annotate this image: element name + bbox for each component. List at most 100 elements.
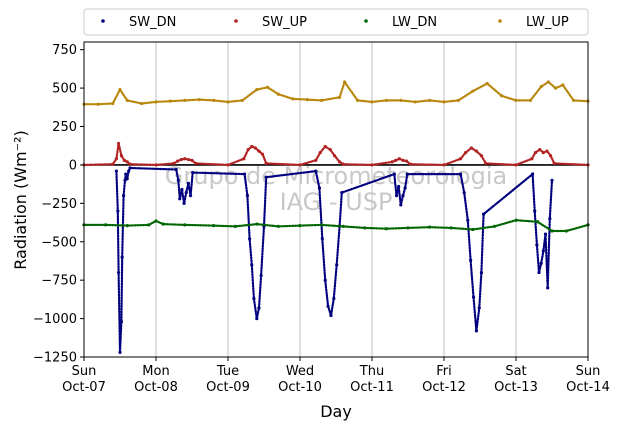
x-tick-date: Oct-14 [566,380,610,395]
data-point [474,329,478,333]
data-point [514,218,518,222]
data-point [329,313,333,318]
data-point [245,194,250,198]
data-point [253,146,257,150]
data-point [305,98,309,102]
data-point [343,80,347,84]
x-axis: SunOct-07MonOct-08TueOct-09WedOct-10ThuO… [62,357,610,395]
data-point [370,163,374,167]
data-point [212,98,216,102]
data-point [477,306,481,310]
data-point [399,98,403,102]
data-point [260,152,265,156]
data-point [116,141,121,146]
data-point [186,157,190,162]
data-point [332,154,337,158]
data-point [399,203,403,207]
data-point [252,297,256,301]
data-point [176,159,180,163]
data-point [530,172,535,176]
data-point [466,218,470,222]
data-point [474,149,478,153]
data-point [124,172,128,176]
x-tick-date: Oct-09 [206,380,250,395]
data-point [176,178,180,182]
data-point [539,261,543,265]
grid-layer [155,42,517,357]
data-point [180,187,184,192]
y-tick-label: −750 [41,274,77,289]
data-point [119,320,124,324]
data-point [535,243,539,247]
data-point [323,278,327,282]
data-point [390,160,394,164]
data-point [406,226,410,230]
data-point [550,229,554,233]
series-lw-up [82,79,590,106]
x-tick-label: Sat [505,364,526,379]
data-point [392,172,396,176]
data-point [552,161,556,165]
data-point [341,224,345,228]
data-point [154,163,158,167]
data-point [314,158,318,162]
data-point [255,316,259,321]
data-point [548,154,553,158]
legend-item-sw-up: SW_UP [234,15,307,30]
data-point [183,157,187,161]
data-point [298,163,302,167]
data-point [197,98,201,102]
data-point [539,84,543,89]
data-point [485,81,489,86]
data-point [550,178,554,182]
data-point [541,249,545,253]
data-point [479,270,484,275]
watermark-line-2: IAG - USP [280,188,393,216]
data-point [413,100,417,104]
data-point [537,270,541,275]
legend-label: SW_UP [262,15,307,30]
data-point [128,166,132,170]
data-point [119,154,124,158]
data-point [125,98,129,102]
data-point [323,144,327,149]
y-tick-label: 0 [69,158,77,173]
data-point [338,95,342,99]
data-point [471,89,475,93]
x-tick-date: Oct-11 [350,380,394,395]
x-tick-date: Oct-07 [62,380,106,395]
data-point [428,225,432,229]
data-point [183,98,187,102]
legend-label: LW_UP [526,15,569,30]
data-point [530,157,534,161]
data-point [462,190,466,195]
data-point [320,223,324,227]
data-point [257,306,261,310]
y-tick-label: −500 [41,235,77,250]
data-point [226,163,230,167]
series-sw-up [82,141,590,167]
data-point [125,160,129,164]
watermark-line-1: Grupo de Micrometeorologia [165,162,507,190]
data-point [543,232,548,236]
data-point [154,219,158,223]
y-axis-title: Radiation (Wm⁻²) [11,130,30,269]
data-point [147,223,151,227]
data-point [546,80,551,84]
x-tick-label: Mon [142,364,169,379]
data-point [264,161,268,165]
data-point [458,172,463,176]
data-point [178,197,182,201]
data-point [276,92,280,96]
x-tick-label: Fri [436,364,452,379]
series-layer [82,79,590,354]
watermark: Grupo de Micrometeorologia IAG - USP [165,162,507,216]
y-tick-label: 500 [52,82,77,97]
data-point [174,167,178,172]
data-point [242,157,246,161]
data-point [449,226,453,230]
data-point [442,163,446,167]
y-tick-label: −250 [41,197,77,212]
x-tick-label: Sun [72,364,97,379]
data-point [116,209,120,213]
